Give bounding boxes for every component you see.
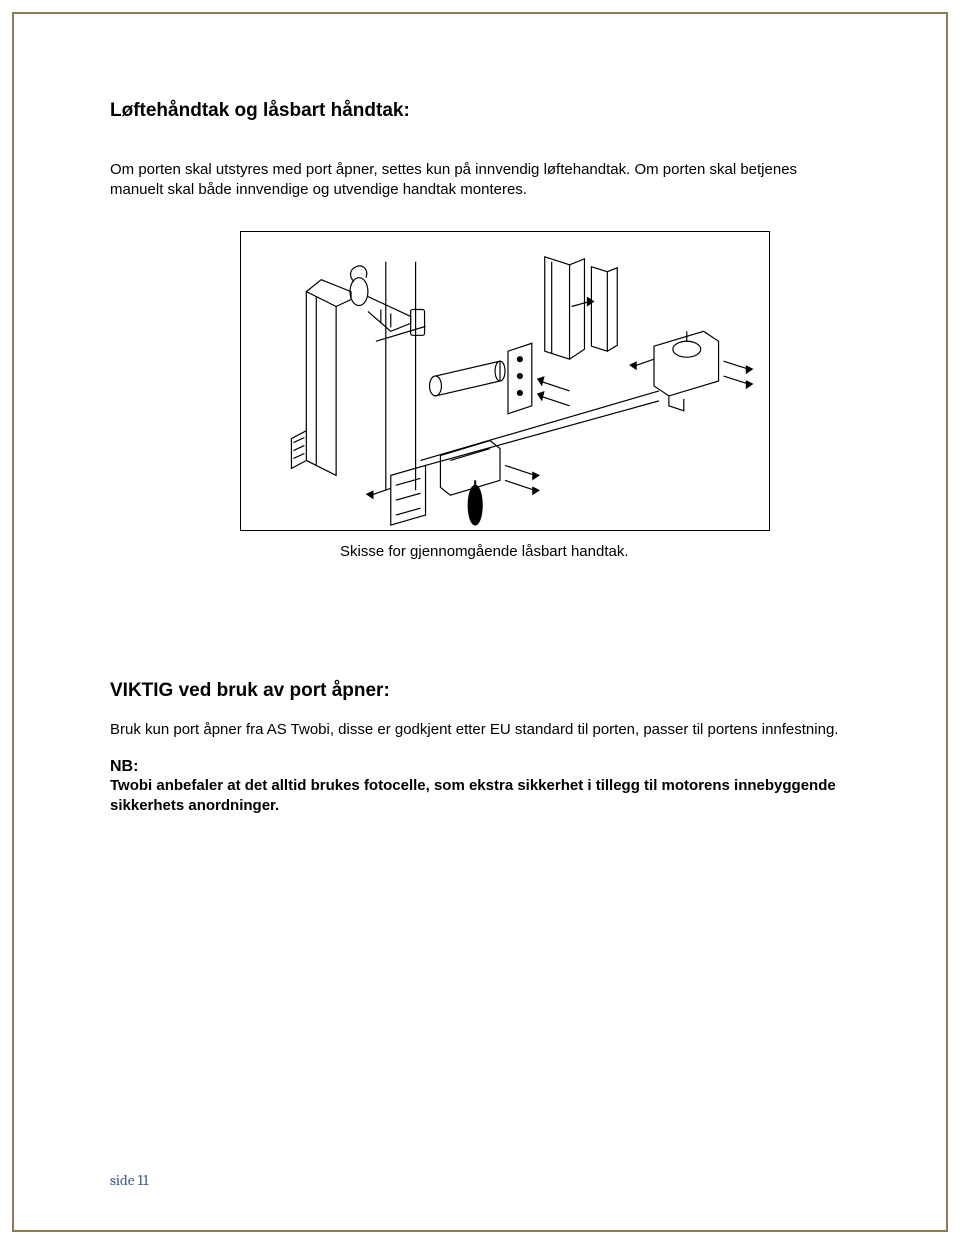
section1-heading: Løftehåndtak og låsbart håndtak:: [110, 100, 850, 122]
section2-heading: VIKTIG ved bruk av port åpner:: [110, 680, 850, 702]
handle-assembly-figure: [240, 231, 770, 531]
handle-diagram-svg: [241, 232, 769, 530]
page-content: Løftehåndtak og låsbart håndtak: Om port…: [110, 100, 850, 834]
nb-text: Twobi anbefaler at det alltid brukes fot…: [110, 776, 850, 817]
page-footer: side 11: [110, 1171, 149, 1189]
section1-paragraph: Om porten skal utstyres med port åpner, …: [110, 160, 850, 201]
figure-caption: Skisse for gjennomgående låsbart handtak…: [340, 543, 850, 560]
nb-label: NB:: [110, 758, 850, 776]
section2-paragraph1: Bruk kun port åpner fra AS Twobi, disse …: [110, 720, 850, 740]
